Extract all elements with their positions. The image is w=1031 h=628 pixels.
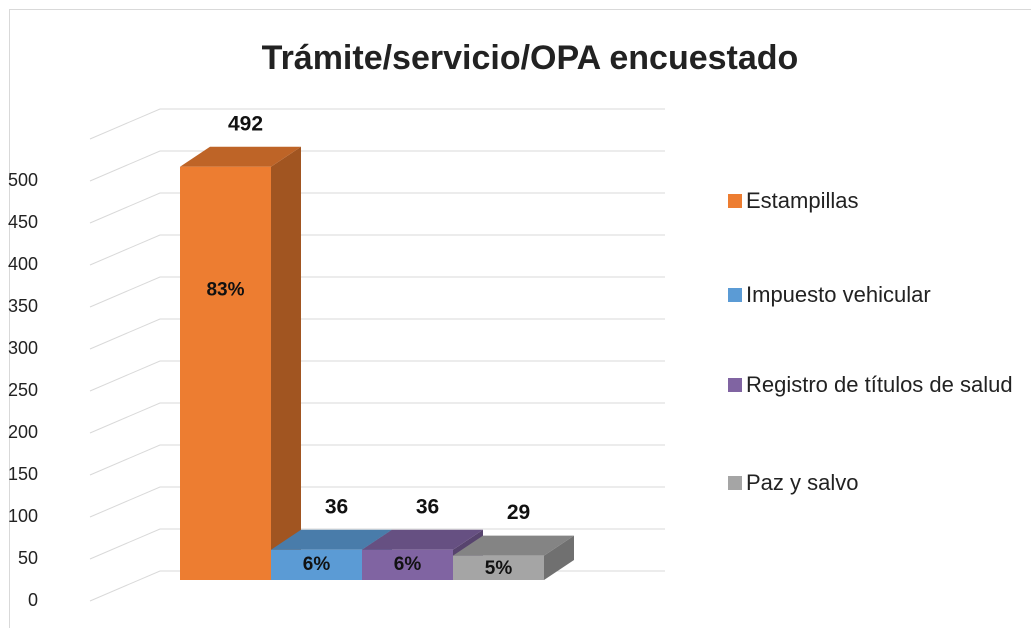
grid-line xyxy=(89,444,665,476)
legend-item: Estampillas xyxy=(728,182,1028,220)
y-tick-label: 500 xyxy=(8,170,38,190)
wall-edge xyxy=(89,108,665,140)
bar-side xyxy=(271,146,301,580)
grid-line xyxy=(89,150,665,182)
share-label: 5% xyxy=(485,558,513,579)
bar-top xyxy=(180,146,301,167)
y-tick-label: 350 xyxy=(8,296,38,316)
grid-line xyxy=(89,402,665,434)
share-label: 83% xyxy=(206,280,244,301)
value-label: 29 xyxy=(507,501,530,524)
y-tick-label: 250 xyxy=(8,380,38,400)
bar-side xyxy=(544,535,574,580)
y-tick-label: 450 xyxy=(8,212,38,232)
bar xyxy=(453,555,544,580)
legend-label: Impuesto vehicular xyxy=(746,282,931,307)
grid-line xyxy=(89,276,665,308)
legend-item: Registro de títulos de salud xyxy=(728,366,1028,404)
legend-swatch xyxy=(728,194,742,208)
legend-label: Registro de títulos de salud xyxy=(746,372,1013,397)
chart-title: Trámite/servicio/OPA encuestado xyxy=(262,39,799,77)
legend-item: Impuesto vehicular xyxy=(728,276,1028,314)
y-tick-label: 300 xyxy=(8,338,38,358)
bar xyxy=(271,549,362,580)
grid-line xyxy=(89,528,665,560)
legend-label: Paz y salvo xyxy=(746,470,859,495)
y-tick-label: 50 xyxy=(18,548,38,568)
grid-line xyxy=(89,486,665,518)
bar xyxy=(362,549,453,580)
value-label: 36 xyxy=(325,495,348,518)
bar-top xyxy=(453,535,574,556)
bar-top xyxy=(362,529,483,550)
chart-frame xyxy=(9,9,1031,628)
value-label: 36 xyxy=(416,495,439,518)
y-tick-label: 150 xyxy=(8,464,38,484)
y-tick-label: 400 xyxy=(8,254,38,274)
grid-line xyxy=(89,234,665,266)
y-tick-label: 200 xyxy=(8,422,38,442)
bar-top xyxy=(271,529,392,550)
legend-swatch xyxy=(728,476,742,490)
y-tick-label: 100 xyxy=(8,506,38,526)
grid-line xyxy=(89,360,665,392)
share-label: 6% xyxy=(303,554,331,575)
bar xyxy=(180,166,271,580)
legend-item: Paz y salvo xyxy=(728,464,1028,502)
legend-swatch xyxy=(728,378,742,392)
legend-swatch xyxy=(728,288,742,302)
grid-line xyxy=(89,318,665,350)
share-label: 6% xyxy=(394,554,422,575)
y-tick-label: 0 xyxy=(28,590,38,610)
legend-label: Estampillas xyxy=(746,188,859,213)
grid-line xyxy=(89,192,665,224)
value-label: 492 xyxy=(228,112,263,135)
